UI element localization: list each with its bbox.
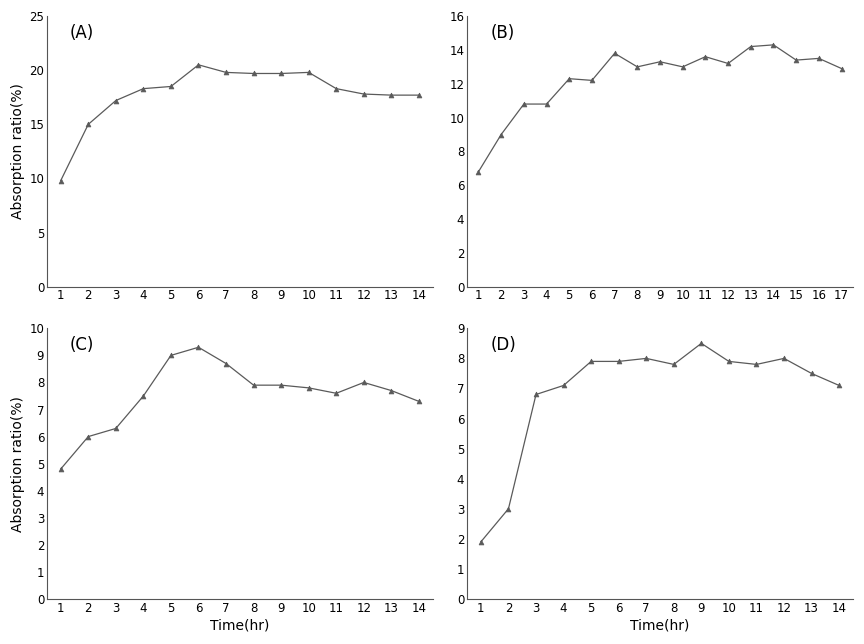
Y-axis label: Absorption ratio(%): Absorption ratio(%) xyxy=(11,395,25,531)
Text: (D): (D) xyxy=(490,336,516,354)
Text: (A): (A) xyxy=(70,24,94,43)
Y-axis label: Absorption ratio(%): Absorption ratio(%) xyxy=(11,84,25,220)
X-axis label: Time(hr): Time(hr) xyxy=(210,619,270,633)
X-axis label: Time(hr): Time(hr) xyxy=(631,619,689,633)
Text: (C): (C) xyxy=(70,336,94,354)
Text: (B): (B) xyxy=(490,24,515,43)
